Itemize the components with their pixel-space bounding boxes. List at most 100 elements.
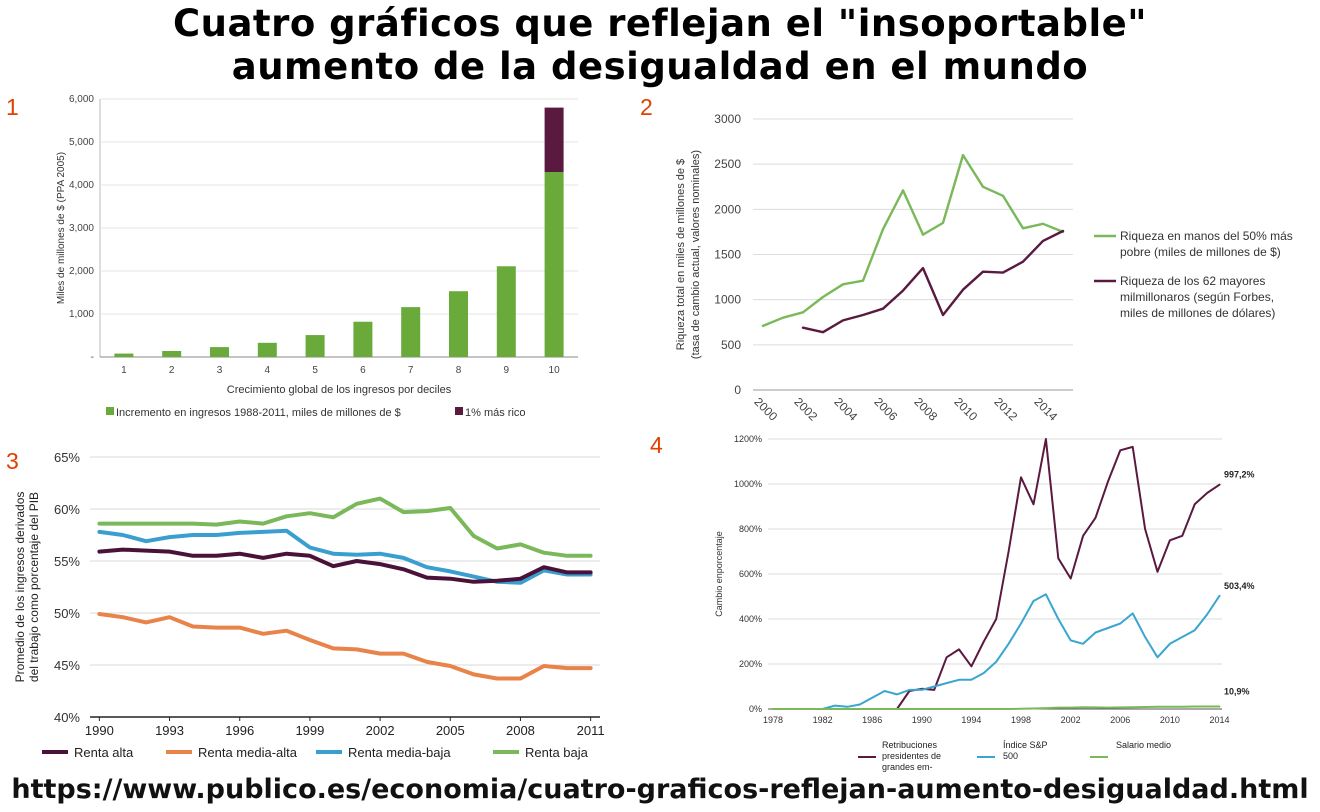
chart2-legend-label-top62: Riqueza de los 62 mayores [1120,274,1265,288]
chart1-x-tick-label: 4 [265,365,271,376]
chart1-x-tick-label: 1 [121,365,127,376]
chart3-x-tick-label: 2008 [506,723,535,738]
chart4-x-tick-label: 2014 [1210,715,1230,725]
chart3-x-tick-label: 1999 [295,723,324,738]
chart3-y-tick-label: 40% [54,710,80,725]
chart3-legend-label-renta-baja: Renta baja [525,745,589,760]
chart3-y-tick-label: 45% [54,658,80,673]
chart3-y-tick-label: 65% [54,450,80,465]
chart4-y-tick-label: 0% [749,704,762,714]
chart3-series-renta-media-baja-line [97,528,593,585]
chart4-legend-label-sp500: Índice S&P [1003,740,1048,750]
chart3-series-renta-media-alta-line [97,612,593,681]
chart3-x-tick-label: 1996 [225,723,254,738]
chart4-y-tick-label: 1000% [734,479,762,489]
chart2-y-tick-label: 1000 [714,293,741,307]
chart4-x-tick-label: 2010 [1160,715,1180,725]
chart2-series-top62-line [801,229,1065,334]
chart1-y-tick-label: 5,000 [69,137,94,148]
chart1-bar-growth [353,321,373,357]
chart4-series-sp500-line [772,593,1221,710]
chart1-x-tick-label: 9 [504,365,510,376]
chart1-y-tick-label: 2,000 [69,266,94,277]
chart1-bar-growth [401,307,421,357]
chart4-x-tick-label: 2002 [1061,715,1081,725]
chart2-x-tick-label: 2012 [991,395,1020,424]
chart1-bar-growth [162,350,182,357]
chart4-y-tick-label: 600% [739,569,762,579]
chart2-y-tick-label: 500 [721,338,741,352]
chart1-y-axis-label: Miles de millones de $ (PPA 2005) [56,152,67,304]
chart4-y-tick-label: 1200% [734,434,762,444]
chart4-end-label-sp500: 503,4% [1224,581,1255,591]
chart4-series-wage-line [772,705,1221,710]
chart3-x-tick-label: 2005 [436,723,465,738]
chart1-x-tick-label: 6 [360,365,366,376]
chart3-x-tick-label: 2002 [366,723,395,738]
chart3-legend-label-renta-media-baja: Renta media-baja [348,745,451,760]
chart3-series-renta-alta-line [97,547,593,584]
chart4-y-axis-label: Cambio enporcentaje [714,531,724,617]
chart4-y-tick-label: 200% [739,659,762,669]
chart3-legend-label-renta-alta: Renta alta [74,745,134,760]
chart1-legend-swatch-top1 [455,407,463,415]
chart4-legend-label-sp500: 500 [1003,751,1018,761]
chart2-legend-label-top62: miles de millones de dólares) [1120,306,1275,320]
chart3-y-axis-label-line2: del trabajo como porcentaje del PIB [27,492,41,682]
chart2-y-axis-label-line2: (tasa de cambio actual, valores nominale… [690,150,702,359]
chart4-legend-label-ceo-pay: Retribuciones [882,740,938,750]
chart1-x-tick-label: 10 [549,365,561,376]
chart3-x-tick-label: 2011 [577,723,605,738]
chart2-x-tick-label: 2014 [1031,395,1060,424]
chart1-y-tick-label: - [91,352,94,363]
panel2-number: 2 [640,94,653,120]
chart4-x-tick-label: 2006 [1110,715,1130,725]
chart4-x-tick-label: 1994 [961,715,981,725]
chart1-bar-growth [496,266,516,357]
chart4-legend-label-wage: Salario medio [1116,740,1171,750]
chart1-x-tick-label: 8 [456,365,462,376]
chart4-end-label-wage: 10,9% [1224,687,1250,697]
chart1-x-tick-label: 5 [312,365,318,376]
panel4-number: 4 [650,432,663,458]
chart3-y-axis-label-line1: Promedio de los ingresos derivados [13,492,27,683]
chart4-y-tick-label: 800% [739,524,762,534]
chart1-y-tick-label: 3,000 [69,223,94,234]
chart1-bar-growth [544,172,564,357]
chart2-y-tick-label: 1500 [714,248,741,262]
chart1-x-tick-label: 7 [408,365,414,376]
chart1-bar-growth [210,347,229,357]
page-title-line2: aumento de la desigualdad en el mundo [231,45,1089,88]
source-url[interactable]: https://www.publico.es/economia/cuatro-g… [11,774,1309,805]
chart2-y-tick-label: 0 [734,383,741,397]
chart4-x-tick-label: 1978 [763,715,783,725]
chart3-y-tick-label: 50% [54,606,80,621]
chart3-y-tick-label: 55% [54,554,80,569]
chart2-legend-label-top62: milmillonaros (según Forbes, [1120,290,1274,304]
chart3-y-tick-label: 60% [54,502,80,517]
chart1-y-tick-label: 4,000 [69,180,94,191]
chart3-x-tick-label: 1993 [155,723,184,738]
chart1-bar-growth [305,335,325,357]
chart4-x-tick-label: 1990 [912,715,932,725]
chart4-end-label-ceo-pay: 997,2% [1224,470,1255,480]
chart2-y-tick-label: 3000 [714,112,741,126]
chart4-x-tick-label: 1982 [813,715,833,725]
chart2-y-axis-label-line1: Riqueza total en miles de millones de $ [675,159,687,350]
chart1-bar-top1 [544,107,564,173]
chart2-legend-label-poorest50: pobre (miles de millones de $) [1120,245,1281,259]
panel3-number: 3 [6,448,19,474]
chart1-legend-label-growth: Incremento en ingresos 1988-2011, miles … [116,407,401,419]
panel1-number: 1 [6,94,19,120]
chart1-bar-growth [449,291,468,357]
chart3-x-tick-label: 1990 [85,723,114,738]
chart4-x-tick-label: 1998 [1011,715,1031,725]
chart2-y-tick-label: 2000 [714,202,741,216]
chart3-legend-label-renta-media-alta: Renta media-alta [198,745,298,760]
chart2-x-tick-label: 2010 [951,395,980,424]
chart1-x-tick-label: 2 [169,365,175,376]
chart1-x-tick-label: 3 [217,365,223,376]
chart1-bar-growth [257,342,277,357]
chart1-bar-growth [114,353,134,357]
chart1-y-tick-label: 6,000 [69,94,94,105]
